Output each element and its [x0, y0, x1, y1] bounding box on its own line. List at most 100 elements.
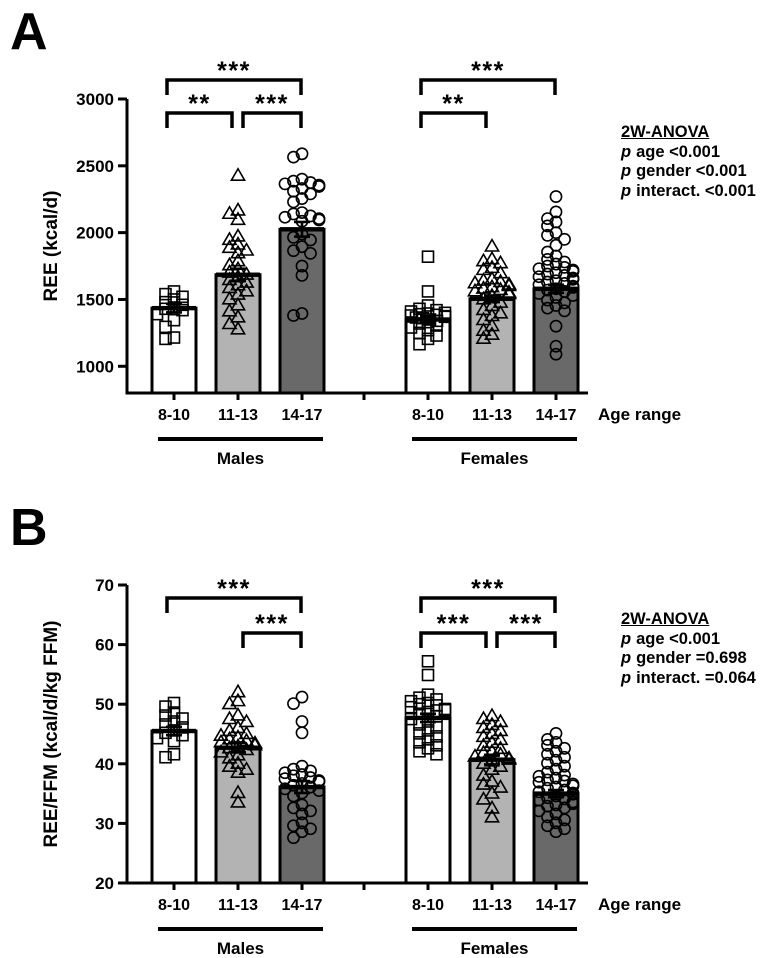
data-point-triangle: [238, 282, 255, 297]
scatter-points: [532, 727, 580, 839]
y-tick-label: 1000: [76, 357, 114, 376]
data-point-circle: [549, 727, 563, 740]
anova-line: p age <0.001: [621, 143, 756, 163]
panel-b-chart: 20 30 40 50 60 70 REE/FFM (kcal/d/kg FFM) Age r…: [41, 575, 681, 958]
data-point-circle: [304, 187, 317, 201]
data-point-circle: [558, 750, 571, 764]
sig-stars: ***: [509, 610, 543, 638]
data-point-triangle: [475, 710, 492, 725]
data-point-triangle: [221, 695, 238, 710]
data-point-triangle: [475, 719, 492, 734]
bar-males-14-17: [278, 785, 326, 885]
data-point-triangle: [221, 749, 238, 764]
y-tick-label: 2000: [76, 224, 114, 243]
data-point-circle: [541, 819, 554, 833]
data-point-circle: [549, 735, 563, 749]
scatter-points: [404, 250, 452, 351]
data-point-triangle: [230, 755, 246, 770]
data-point-circle: [295, 798, 309, 812]
data-point-triangle: [230, 244, 246, 259]
data-point-circle: [558, 741, 571, 755]
data-point-circle: [295, 227, 309, 241]
data-point-circle: [278, 210, 292, 224]
x-tick-label: 14-17: [282, 407, 323, 424]
data-point-square: [176, 303, 189, 317]
sig-bracket: [419, 78, 557, 95]
data-point-circle: [287, 207, 300, 221]
y-tick-label: 20: [95, 874, 114, 893]
anova-line: p age <0.001: [621, 630, 756, 650]
data-point-circle: [549, 190, 563, 203]
data-point-square: [413, 697, 426, 711]
panel-b-anova-stats: 2W-ANOVA p age <0.001 p gender =0.698 p int…: [621, 610, 756, 688]
data-point-circle: [312, 213, 326, 227]
x-axis-label: Age range: [598, 895, 681, 914]
p-value: gender =0.698: [636, 649, 747, 667]
data-point-circle: [532, 804, 546, 818]
panel-b-label: B: [10, 499, 48, 557]
data-point-triangle: [221, 264, 238, 278]
data-point-circle: [287, 697, 300, 711]
data-point-circle: [549, 798, 563, 812]
data-point-circle: [541, 738, 554, 752]
y-tick-label: 40: [95, 755, 114, 774]
mean-line: [216, 272, 260, 277]
data-point-triangle: [475, 728, 492, 743]
data-point-square: [430, 739, 443, 752]
data-point-circle: [549, 807, 563, 821]
y-axis-label: REE (kcal/d): [41, 191, 62, 302]
data-point-triangle: [230, 276, 246, 291]
sig-stars: ***: [471, 57, 505, 85]
data-point-triangle: [230, 211, 246, 226]
data-point-square: [421, 250, 435, 263]
data-point-circle: [295, 147, 309, 161]
data-point-circle: [541, 747, 554, 761]
data-point-triangle: [484, 317, 500, 332]
data-point-triangle: [475, 737, 492, 752]
data-point-circle: [549, 257, 563, 271]
data-point-triangle: [492, 758, 509, 772]
x-tick-label: 11-13: [472, 407, 512, 424]
data-point-circle: [541, 810, 554, 824]
panel-a-chart: 1000 1500 2000 2500 3000 REE (kcal/d) Age rang…: [41, 57, 681, 468]
data-point-circle: [558, 768, 571, 782]
data-point-triangle: [484, 752, 500, 767]
bar-females-11-13: [468, 297, 516, 395]
data-point-circle: [549, 226, 563, 240]
p-value: age <0.001: [636, 629, 721, 648]
data-point-circle: [278, 782, 292, 796]
x-tick-label: 8-10: [412, 407, 444, 424]
group-label: Females: [460, 939, 528, 958]
data-point-triangle: [484, 270, 500, 285]
data-point-circle: [287, 831, 300, 845]
panel-a-anova-stats: 2W-ANOVA p age <0.001 p gender <0.001 p int…: [621, 123, 756, 201]
data-point-circle: [549, 825, 563, 839]
data-point-triangle: [230, 793, 246, 808]
data-point-triangle: [221, 256, 238, 271]
data-point-triangle: [221, 239, 238, 254]
data-point-triangle: [238, 732, 255, 747]
data-point-triangle: [484, 799, 500, 814]
data-point-circle: [295, 825, 309, 839]
data-point-triangle: [475, 322, 492, 336]
p-symbol: p: [621, 181, 632, 200]
data-point-circle: [295, 726, 309, 740]
scatter-points: [278, 147, 326, 322]
data-point-triangle: [230, 728, 246, 743]
data-point-circle: [295, 214, 309, 228]
p-symbol: p: [621, 142, 632, 161]
scatter-points: [221, 167, 255, 335]
data-point-triangle: [230, 719, 246, 734]
data-point-circle: [287, 174, 300, 188]
p-symbol: p: [621, 649, 632, 667]
bar-females-8-10: [404, 318, 452, 395]
data-point-circle: [278, 772, 292, 786]
data-point-square: [413, 744, 426, 758]
data-point-circle: [532, 287, 546, 300]
data-point-circle: [541, 781, 554, 795]
data-point-circle: [295, 816, 309, 830]
data-point-circle: [532, 769, 546, 783]
x-tick-label: 11-13: [218, 897, 258, 914]
data-point-square: [167, 313, 181, 327]
